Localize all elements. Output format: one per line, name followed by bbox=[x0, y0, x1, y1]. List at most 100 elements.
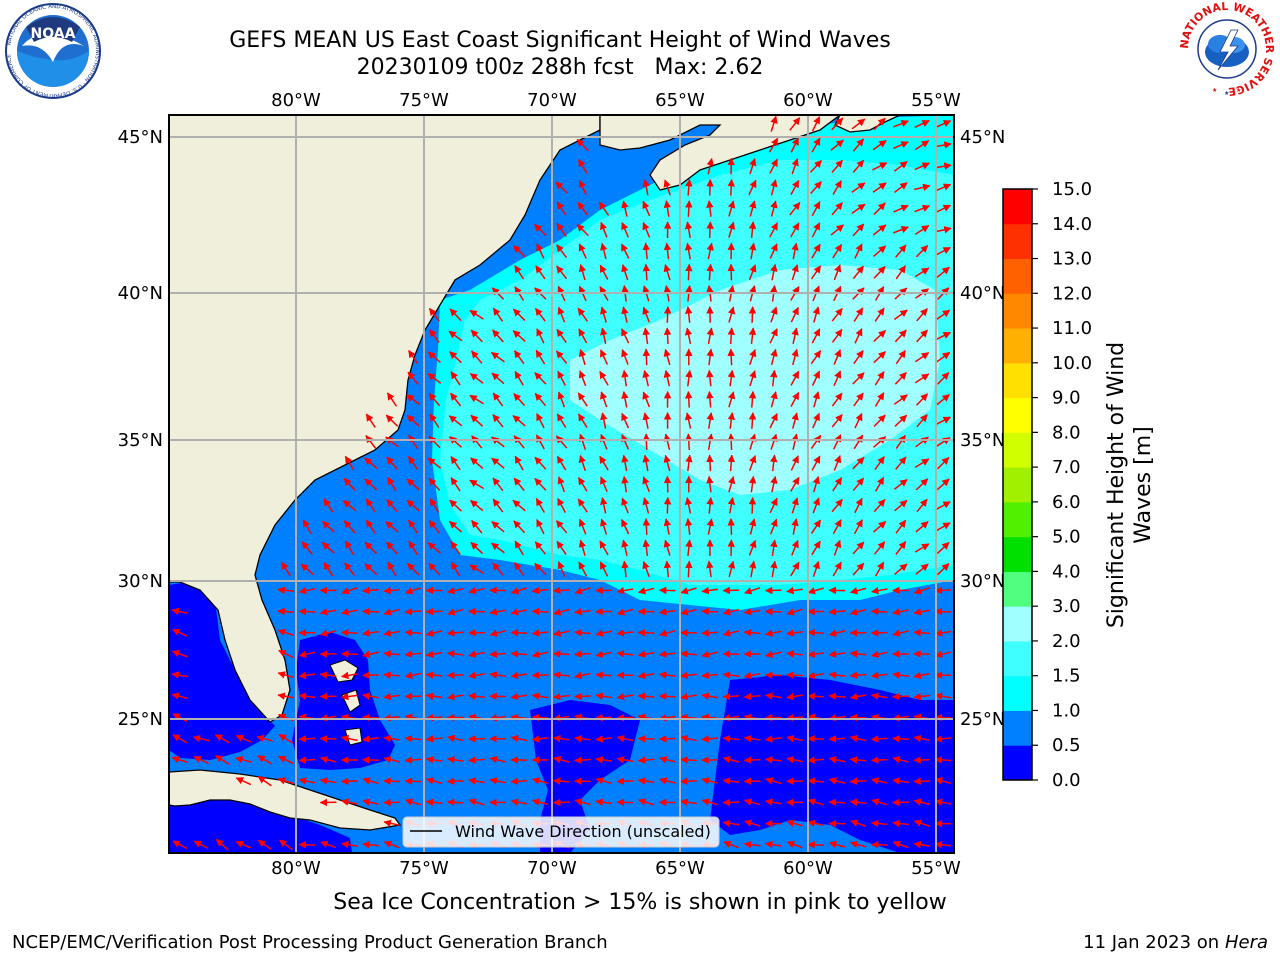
wave-direction-arrow bbox=[701, 650, 718, 658]
wave-direction-arrow bbox=[790, 476, 800, 492]
wave-direction-arrow bbox=[383, 756, 400, 764]
lon-tick-top: 55°W bbox=[911, 90, 961, 111]
wave-region-2-0 bbox=[570, 265, 940, 495]
wave-region-0-0-e bbox=[169, 790, 352, 853]
wave-direction-arrow bbox=[574, 587, 591, 595]
wave-direction-arrow bbox=[853, 434, 864, 450]
wave-direction-arrow bbox=[680, 798, 697, 806]
wave-direction-arrow bbox=[600, 327, 608, 344]
wave-direction-arrow bbox=[851, 182, 866, 193]
wave-direction-arrow bbox=[468, 777, 485, 785]
wave-direction-arrow bbox=[281, 561, 291, 577]
wave-direction-arrow bbox=[701, 735, 719, 743]
wave-direction-arrow bbox=[659, 756, 676, 764]
colorbar-segment bbox=[1003, 501, 1032, 538]
wave-direction-arrow bbox=[298, 586, 316, 595]
wave-direction-arrow bbox=[447, 734, 464, 743]
wave-direction-arrow bbox=[849, 777, 867, 786]
wave-direction-arrow bbox=[616, 650, 634, 658]
footer-machine: Hera bbox=[1224, 932, 1268, 953]
wave-direction-arrow bbox=[574, 756, 591, 764]
wave-direction-arrow bbox=[743, 756, 761, 764]
wave-direction-arrow bbox=[701, 798, 718, 806]
wave-direction-arrow bbox=[810, 350, 822, 365]
wave-direction-arrow bbox=[874, 476, 885, 492]
wave-direction-arrow bbox=[892, 671, 909, 679]
wave-direction-arrow bbox=[748, 475, 757, 493]
wave-direction-arrow bbox=[531, 629, 549, 637]
wave-direction-arrow bbox=[706, 263, 714, 281]
wave-direction-arrow bbox=[852, 138, 865, 152]
wave-direction-arrow bbox=[685, 178, 693, 196]
wave-direction-arrow bbox=[450, 455, 461, 471]
wave-direction-arrow bbox=[915, 393, 929, 406]
wave-direction-arrow bbox=[513, 435, 525, 449]
wave-direction-arrow bbox=[722, 671, 740, 679]
wave-direction-arrow bbox=[748, 306, 757, 323]
wave-direction-arrow bbox=[404, 798, 422, 806]
wave-direction-arrow bbox=[828, 607, 846, 616]
wave-direction-arrow bbox=[892, 777, 909, 785]
wave-direction-arrow bbox=[450, 371, 461, 386]
wave-direction-arrow bbox=[385, 521, 399, 533]
wave-direction-arrow bbox=[914, 225, 930, 235]
wave-direction-arrow bbox=[404, 607, 422, 616]
lat-ticks-left: 45°N 40°N 35°N 30°N 25°N bbox=[118, 127, 163, 730]
lat-tick-left: 45°N bbox=[118, 127, 163, 148]
wave-direction-arrow bbox=[595, 756, 613, 764]
wave-direction-arrow bbox=[830, 224, 844, 236]
wave-direction-arrow bbox=[893, 120, 909, 128]
wave-direction-arrow bbox=[828, 756, 846, 764]
wave-direction-arrow bbox=[811, 328, 821, 344]
colorbar-label-line2: Waves [m] bbox=[1131, 426, 1156, 543]
wave-direction-arrow bbox=[680, 777, 697, 786]
wave-direction-arrow bbox=[935, 204, 952, 213]
lat-tick-left: 40°N bbox=[118, 283, 163, 304]
wave-direction-arrow bbox=[914, 119, 930, 129]
colorbar-tick-label: 8.0 bbox=[1052, 422, 1081, 443]
land-nova-scotia bbox=[599, 115, 842, 191]
footer-date: 11 Jan 2023 on Hera bbox=[1083, 932, 1268, 953]
wave-direction-arrow bbox=[341, 798, 358, 806]
wave-direction-arrow bbox=[425, 777, 443, 785]
wave-direction-arrow bbox=[916, 329, 928, 343]
wave-direction-arrow bbox=[320, 840, 337, 849]
wave-direction-arrow bbox=[722, 629, 740, 637]
wave-direction-arrow bbox=[935, 226, 952, 234]
wave-direction-arrow bbox=[832, 561, 842, 577]
wave-direction-arrow bbox=[427, 351, 441, 364]
wave-direction-arrow bbox=[706, 496, 714, 514]
wave-direction-arrow bbox=[172, 628, 188, 637]
wave-direction-arrow bbox=[425, 798, 443, 807]
wave-direction-arrow bbox=[278, 755, 294, 765]
wave-direction-arrow bbox=[828, 629, 846, 637]
wave-direction-arrow bbox=[791, 348, 799, 366]
wave-direction-arrow bbox=[914, 267, 930, 278]
wave-direction-arrow bbox=[812, 306, 820, 323]
wave-direction-arrow bbox=[722, 608, 740, 616]
wave-direction-arrow bbox=[892, 819, 909, 828]
wave-direction-arrow bbox=[616, 608, 634, 616]
wave-direction-arrow bbox=[916, 498, 928, 513]
wave-direction-arrow bbox=[743, 798, 761, 806]
wave-direction-arrow bbox=[913, 628, 931, 637]
colorbar-label-line1: Significant Height of Wind bbox=[1104, 342, 1129, 628]
wave-direction-arrow bbox=[893, 226, 909, 234]
colorbar-tick-label: 0.5 bbox=[1052, 735, 1081, 756]
wave-direction-arrow bbox=[680, 608, 697, 616]
wave-direction-arrow bbox=[557, 561, 566, 577]
wave-direction-arrow bbox=[406, 499, 420, 512]
wave-direction-arrow bbox=[621, 539, 629, 556]
wave-direction-arrow bbox=[913, 840, 931, 849]
wind-wave-arrows bbox=[171, 115, 952, 851]
wave-direction-arrow bbox=[935, 183, 952, 192]
wave-direction-arrow bbox=[365, 435, 377, 449]
wave-direction-arrow bbox=[934, 650, 952, 658]
wave-direction-arrow bbox=[642, 242, 651, 260]
wave-direction-arrow bbox=[915, 478, 929, 491]
wave-direction-arrow bbox=[727, 476, 736, 493]
wave-direction-arrow bbox=[556, 222, 567, 237]
wave-direction-arrow bbox=[810, 265, 822, 280]
wave-region-0-0-c bbox=[169, 580, 275, 760]
wave-direction-arrow bbox=[935, 120, 952, 128]
